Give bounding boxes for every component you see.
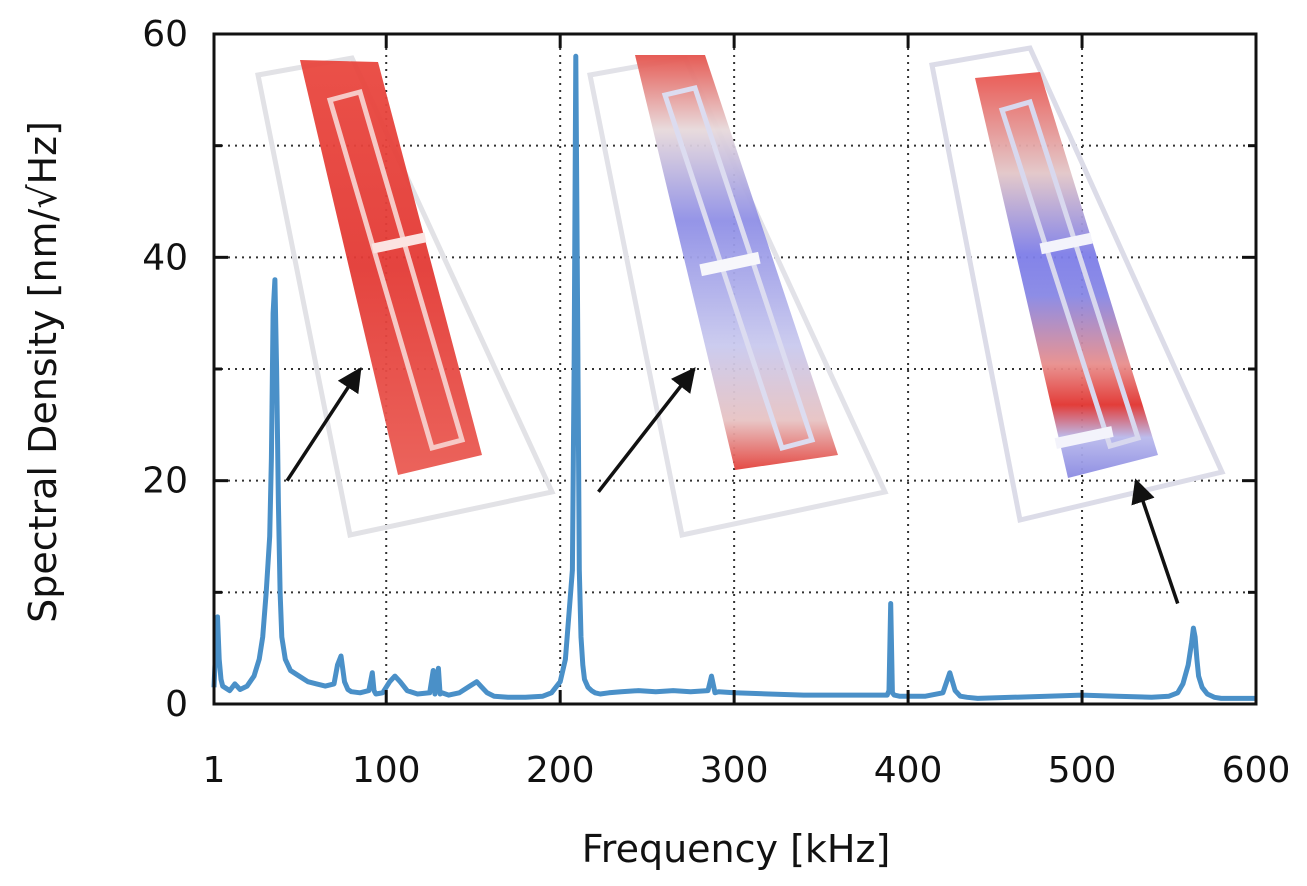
mode-shape-3-inset	[929, 45, 1226, 524]
x-axis-label: Frequency [kHz]	[582, 827, 891, 871]
spectral-density-line	[211, 53, 1256, 701]
x-tick-label: 200	[526, 750, 595, 791]
y-tick-label: 0	[165, 684, 188, 725]
mode-arrows	[285, 366, 1180, 605]
mode-shape-1-inset	[255, 55, 556, 538]
y-tick-label: 40	[142, 237, 188, 278]
annotation-arrow	[285, 366, 362, 482]
y-tick-label: 60	[142, 14, 188, 55]
y-tick-labels: 0 20 40 60	[142, 14, 188, 725]
y-tick-label: 20	[142, 461, 188, 502]
y-axis-label: Spectral Density [nm/√Hz]	[21, 121, 65, 623]
x-tick-label: 600	[1222, 750, 1291, 791]
x-tick-label: 300	[700, 750, 769, 791]
annotation-arrow	[597, 367, 696, 493]
x-tick-label: 100	[352, 750, 421, 791]
x-tick-label: 1	[203, 750, 226, 791]
mode-shape-2-inset	[587, 55, 889, 538]
axis-ticks	[212, 34, 1258, 704]
x-tick-labels: 1 100 200 300 400 500 600	[203, 750, 1291, 791]
x-tick-label: 500	[1048, 750, 1117, 791]
annotation-arrow	[1131, 478, 1180, 605]
x-tick-label: 400	[874, 750, 943, 791]
